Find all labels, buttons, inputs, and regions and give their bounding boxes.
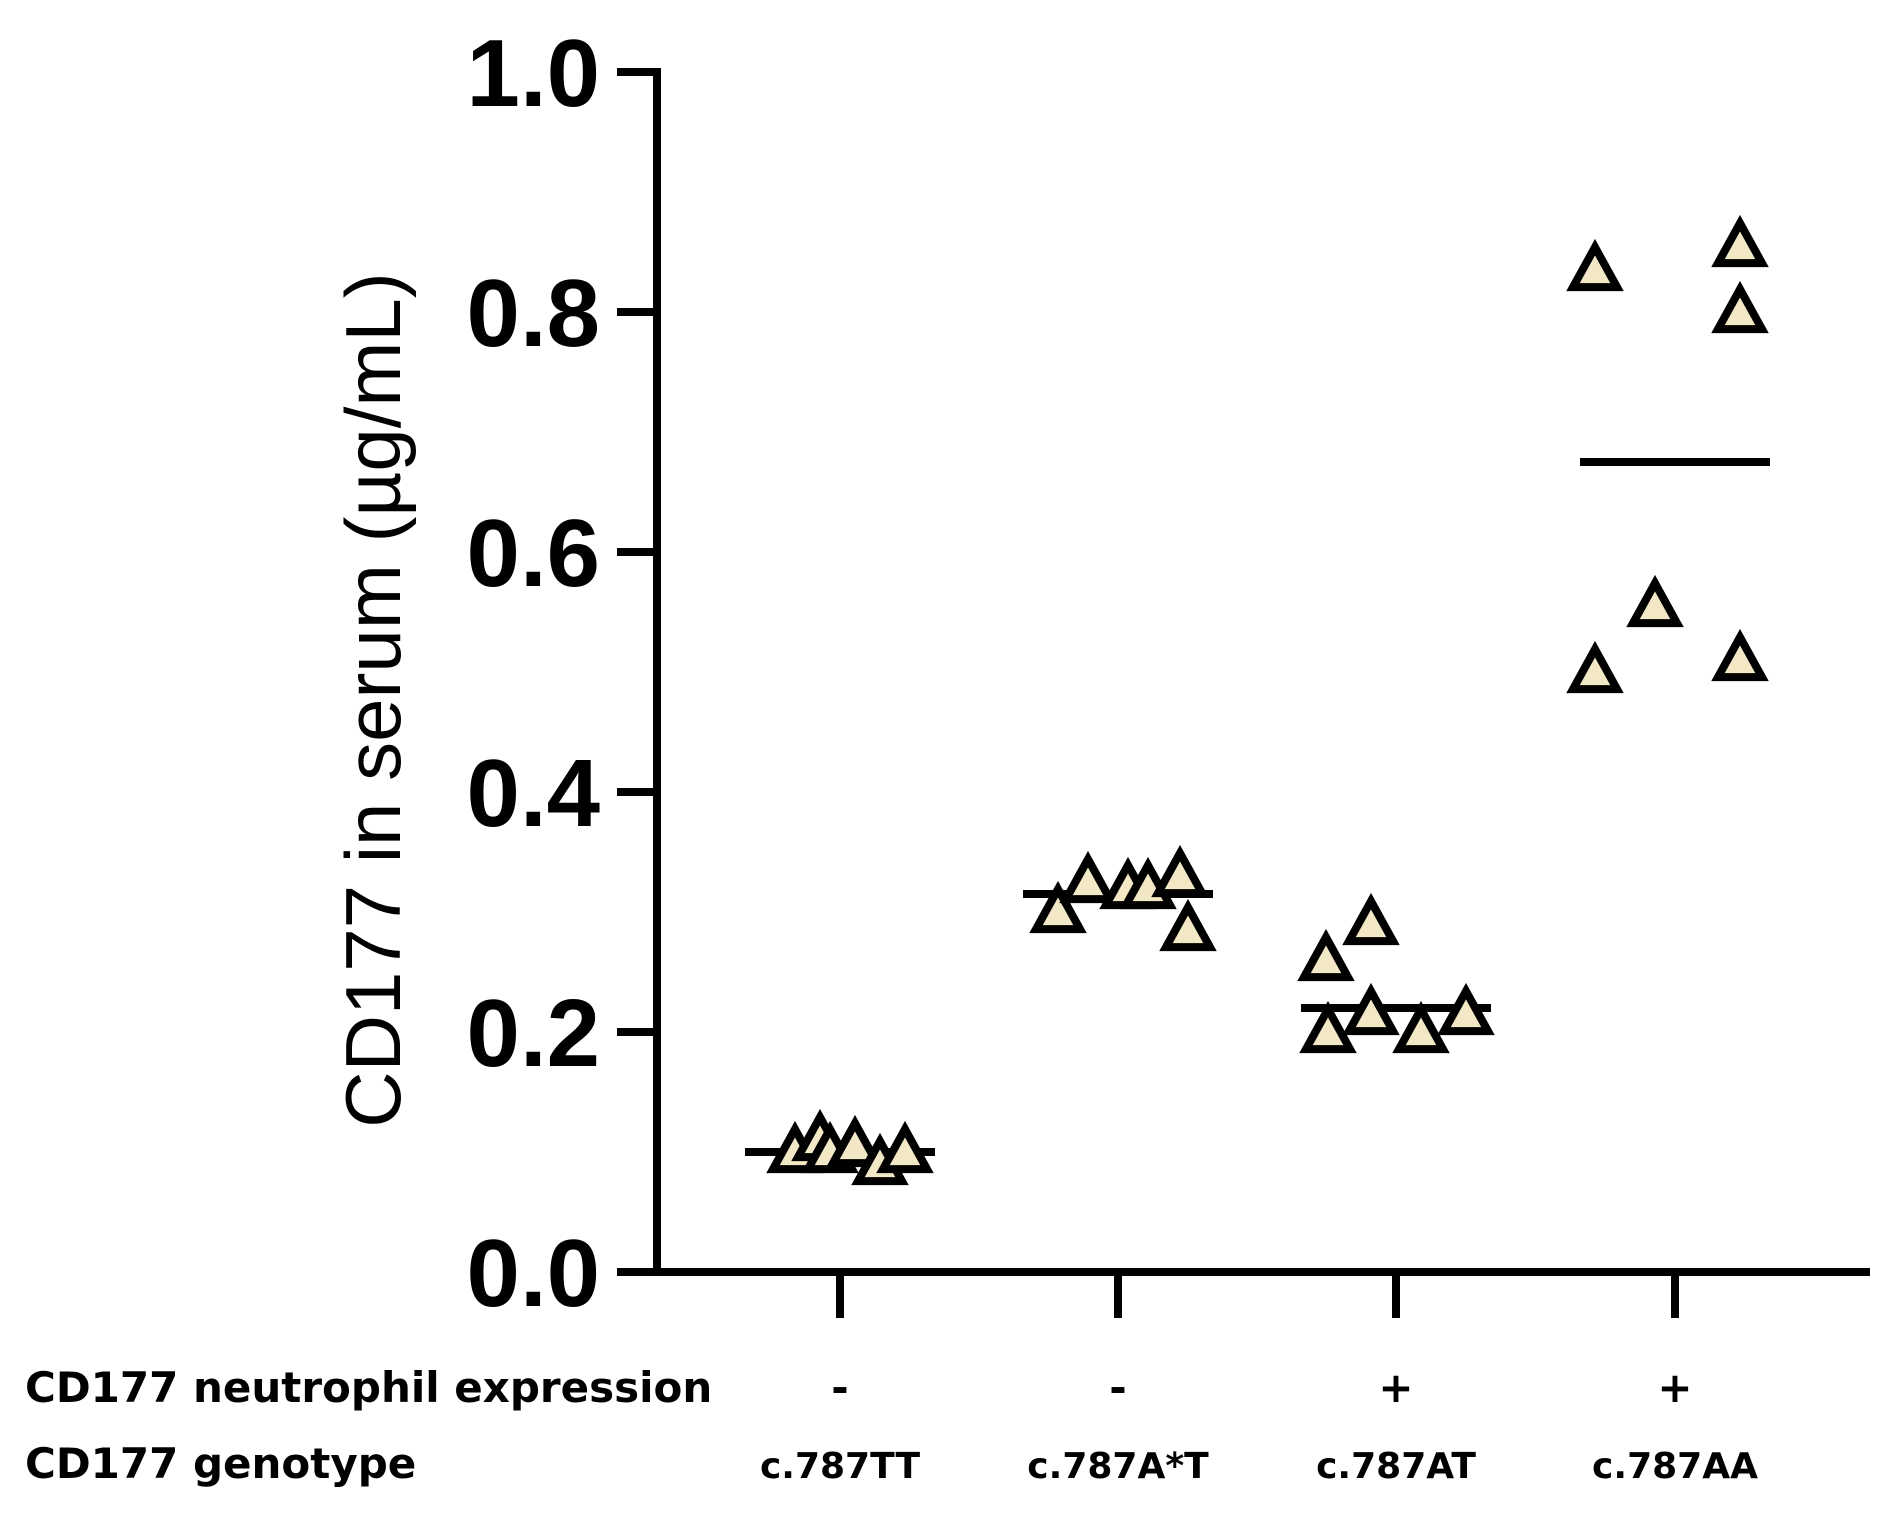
data-point-triangle [1029,880,1087,934]
y-axis-ticks: 0.0 0.2 0.4 0.6 0.8 1.0 [467,20,657,1327]
data-point-triangle [1711,628,1769,682]
expression-row-title: CD177 neutrophil expression [25,1363,712,1412]
axes [617,68,1870,1276]
data-points [766,214,1769,1186]
expression-label: + [1378,1363,1413,1412]
y-tick-label: 1.0 [467,20,600,127]
data-point-triangle [1566,640,1624,694]
y-tick-label: 0.2 [467,980,600,1087]
data-point-triangle [1342,892,1400,946]
expression-labels: - - + + [831,1363,1692,1412]
data-point-triangle [1392,1000,1450,1054]
genotype-label: c.787A*T [1027,1446,1209,1487]
data-point-triangle [876,1120,934,1174]
genotype-labels: c.787TT c.787A*T c.787AT c.787AA [760,1446,1758,1487]
y-tick-label: 0.8 [467,260,600,367]
genotype-label: c.787AA [1592,1446,1758,1487]
data-point-triangle [1626,574,1684,628]
mean-lines [745,458,1770,1156]
data-point-triangle [1711,214,1769,268]
data-point-triangle [1437,982,1495,1036]
data-point-triangle [1151,844,1209,898]
expression-label: + [1657,1363,1692,1412]
genotype-label: c.787TT [760,1446,921,1487]
y-tick-label: 0.6 [467,500,600,607]
expression-label: - [1109,1363,1126,1412]
genotype-label: c.787AT [1316,1446,1476,1487]
data-point-triangle [1159,898,1217,952]
data-point-triangle [1566,238,1624,292]
data-point-triangle [1711,280,1769,334]
y-axis-label: CD177 in serum (µg/mL) [329,272,417,1128]
x-axis-ticks [836,1272,1679,1318]
data-point-triangle [1297,928,1355,982]
y-tick-label: 0.4 [467,740,600,847]
data-point-triangle [826,1114,884,1168]
y-tick-label: 0.0 [467,1220,600,1327]
data-point-triangle [1059,850,1117,904]
expression-label: - [831,1363,848,1412]
data-point-triangle [1299,1000,1357,1054]
genotype-row-title: CD177 genotype [25,1439,416,1488]
data-point-triangle [1342,982,1400,1036]
